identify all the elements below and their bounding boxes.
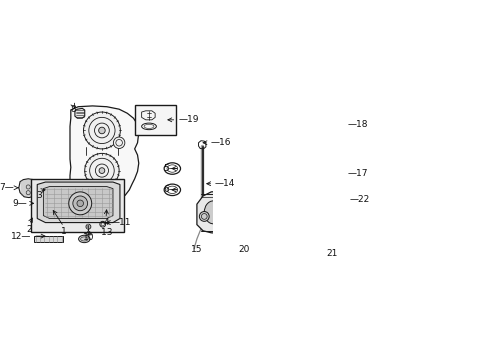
Text: 15: 15	[191, 245, 202, 254]
Polygon shape	[37, 182, 120, 222]
Circle shape	[86, 224, 91, 229]
Text: —18: —18	[346, 120, 367, 129]
Circle shape	[85, 200, 100, 215]
Circle shape	[38, 204, 44, 211]
Circle shape	[44, 199, 53, 207]
Text: —13: —13	[93, 228, 113, 237]
Circle shape	[99, 127, 105, 134]
Text: 12—: 12—	[11, 231, 31, 240]
Bar	[305, 142, 335, 145]
Circle shape	[34, 189, 63, 218]
Circle shape	[73, 196, 87, 211]
Circle shape	[84, 153, 119, 188]
Text: —19: —19	[178, 115, 198, 124]
Text: 8: 8	[70, 105, 76, 114]
Text: 5—: 5—	[163, 164, 178, 173]
Text: 2: 2	[26, 225, 32, 234]
Polygon shape	[43, 186, 113, 219]
Ellipse shape	[79, 235, 90, 243]
Polygon shape	[86, 207, 99, 215]
Circle shape	[77, 200, 83, 207]
Circle shape	[113, 137, 124, 148]
Text: 9—: 9—	[13, 199, 27, 208]
Text: —14: —14	[214, 179, 235, 188]
Bar	[305, 108, 335, 111]
Bar	[134, 105, 175, 135]
Text: 1: 1	[61, 227, 66, 236]
Polygon shape	[197, 191, 376, 234]
Bar	[306, 153, 335, 192]
Text: 4: 4	[103, 219, 109, 228]
Ellipse shape	[204, 201, 222, 224]
Polygon shape	[70, 106, 139, 210]
Text: 7—: 7—	[0, 183, 14, 192]
Polygon shape	[32, 213, 37, 216]
Text: —16: —16	[210, 138, 231, 147]
Circle shape	[199, 212, 209, 221]
Text: —22: —22	[348, 195, 369, 204]
Text: —17: —17	[346, 169, 367, 178]
Text: 6—: 6—	[163, 185, 178, 194]
Text: 20: 20	[238, 245, 249, 254]
Circle shape	[240, 234, 247, 240]
Text: 10: 10	[82, 233, 94, 242]
Bar	[34, 236, 63, 242]
Bar	[306, 190, 335, 192]
Text: —11: —11	[110, 218, 131, 227]
Bar	[31, 179, 124, 232]
Polygon shape	[19, 179, 38, 198]
Circle shape	[69, 192, 92, 215]
Circle shape	[83, 112, 120, 149]
Text: 3: 3	[36, 191, 42, 200]
Bar	[306, 108, 335, 145]
Circle shape	[99, 168, 104, 174]
Circle shape	[47, 202, 50, 205]
Circle shape	[337, 197, 342, 201]
Text: 21: 21	[325, 249, 337, 258]
Polygon shape	[75, 108, 84, 118]
